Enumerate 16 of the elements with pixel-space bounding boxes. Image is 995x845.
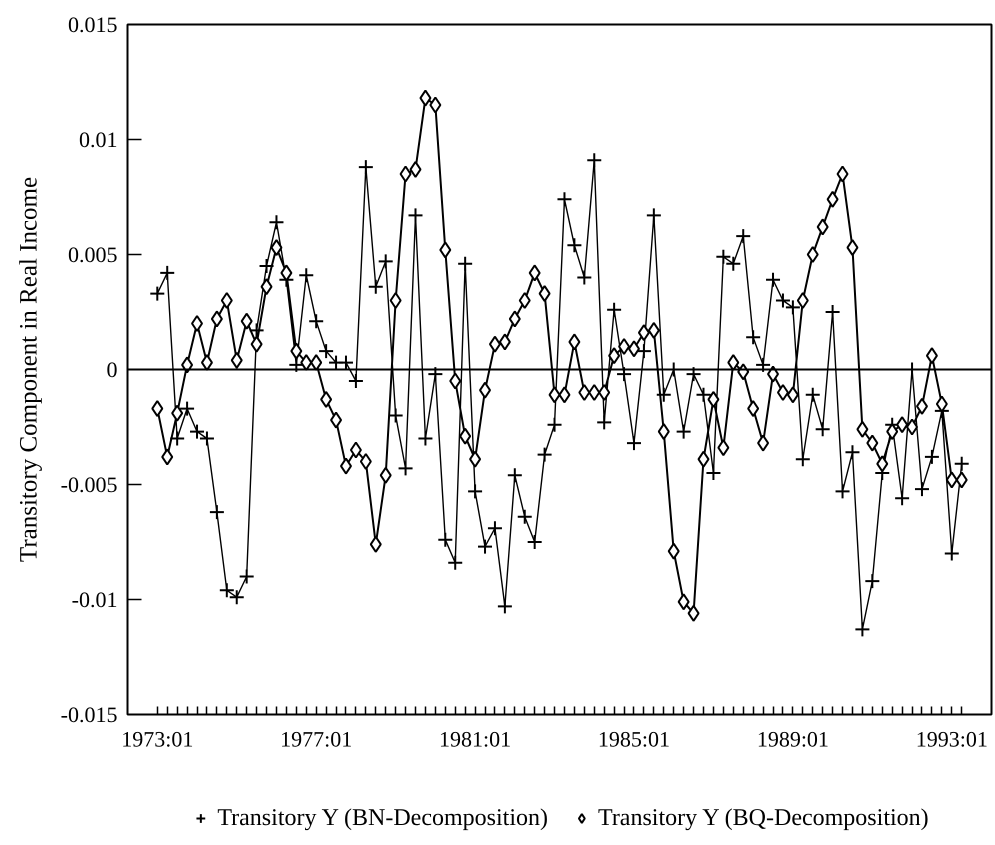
x-tick-label: 1981:01	[439, 726, 512, 752]
y-tick-label: -0.01	[72, 587, 118, 612]
x-tick-label: 1985:01	[598, 726, 670, 752]
x-tick-label: 1977:01	[280, 726, 352, 752]
y-tick-label: -0.015	[60, 702, 118, 727]
x-tick-label: 1989:01	[756, 726, 829, 752]
y-tick-label: 0.005	[68, 242, 118, 267]
x-tick-label: 1973:01	[121, 726, 194, 752]
x-tick-label: 1993:01	[916, 726, 988, 752]
y-tick-label: 0.01	[79, 127, 118, 152]
y-axis-title: Transitory Component in Real Income	[16, 176, 43, 562]
y-tick-label: 0.015	[68, 12, 118, 37]
legend-label: Transitory Y (BQ-Decomposition)	[598, 804, 929, 832]
y-tick-label: -0.005	[60, 472, 118, 497]
legend-label: Transitory Y (BN-Decomposition)	[217, 804, 548, 832]
y-tick-label: 0	[106, 357, 118, 382]
